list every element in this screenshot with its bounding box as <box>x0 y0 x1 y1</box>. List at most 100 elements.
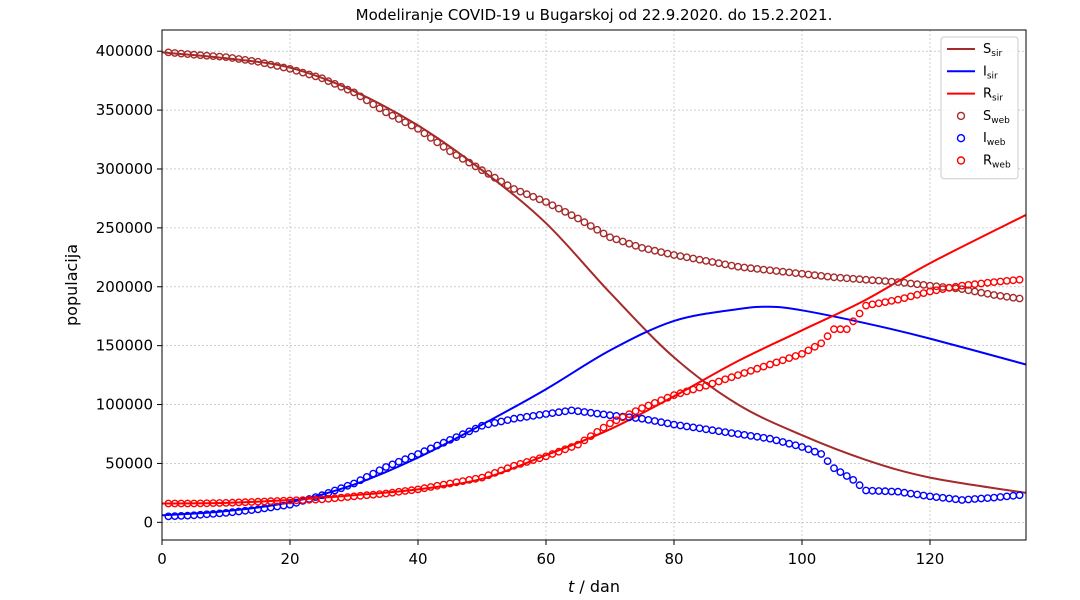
data-point-i-web <box>830 464 838 473</box>
data-point-i-web <box>746 431 755 440</box>
legend-label-i-web: Iweb <box>983 131 1006 148</box>
data-point-s-web <box>542 198 550 206</box>
data-point-s-web <box>638 243 646 252</box>
data-point-i-web <box>734 430 742 438</box>
data-point-s-web <box>1002 292 1011 301</box>
data-point-r-web <box>657 396 666 405</box>
data-point-s-web <box>734 262 742 271</box>
y-tick-label: 350000 <box>96 101 153 119</box>
data-point-r-web <box>606 419 614 428</box>
data-point-i-web <box>682 422 691 431</box>
y-tick-label: 200000 <box>96 278 153 296</box>
data-point-s-web <box>778 267 787 276</box>
data-point-i-web <box>842 472 851 480</box>
data-point-i-web <box>695 424 704 433</box>
data-point-i-web <box>318 491 326 500</box>
data-point-r-web <box>862 301 870 310</box>
data-point-r-web <box>625 410 634 419</box>
data-point-r-web <box>906 292 915 301</box>
data-point-r-web <box>478 473 486 482</box>
data-point-i-web <box>977 494 986 503</box>
data-point-r-web <box>350 492 358 501</box>
data-point-r-web <box>932 286 941 295</box>
data-point-i-web <box>721 428 730 436</box>
chart-title: Modeliranje COVID-19 u Bugarskoj od 22.9… <box>356 6 833 24</box>
data-point-i-web <box>657 418 666 427</box>
data-point-i-web <box>817 450 826 458</box>
data-point-r-web <box>746 366 755 375</box>
data-point-s-web <box>554 204 563 213</box>
data-point-i-web <box>791 441 800 450</box>
data-point-r-web <box>990 278 998 286</box>
data-point-i-web <box>574 407 582 416</box>
data-point-s-web <box>881 277 890 285</box>
data-point-i-web <box>772 436 781 445</box>
x-tick-label: 120 <box>916 550 945 568</box>
data-point-i-web <box>350 479 358 488</box>
data-point-i-web <box>868 486 877 495</box>
data-point-s-web <box>682 253 691 262</box>
data-point-r-web <box>612 416 621 425</box>
data-point-r-web <box>996 277 1005 286</box>
data-point-r-web <box>631 407 640 415</box>
data-point-s-web <box>337 82 346 91</box>
data-point-r-web <box>798 349 806 358</box>
data-point-r-web <box>778 356 787 365</box>
data-point-r-web <box>1002 276 1011 285</box>
data-point-s-web <box>484 169 493 178</box>
data-point-s-web <box>663 249 672 258</box>
data-point-i-web <box>727 429 736 437</box>
data-point-r-web <box>855 309 864 318</box>
y-tick-label: 100000 <box>96 396 153 414</box>
data-point-s-web <box>983 289 992 298</box>
data-point-s-web <box>766 266 774 275</box>
data-point-s-web <box>823 272 832 281</box>
data-point-i-web <box>407 452 416 461</box>
data-point-s-web <box>606 233 614 242</box>
data-point-i-web <box>798 443 806 451</box>
data-point-s-web <box>644 245 653 254</box>
data-point-r-web <box>490 468 499 477</box>
data-point-r-web <box>785 354 794 362</box>
data-point-r-web <box>970 280 979 289</box>
data-point-i-web <box>401 455 410 464</box>
data-point-i-web <box>330 486 339 495</box>
data-point-i-web <box>638 414 646 423</box>
data-point-s-web <box>836 273 845 282</box>
data-point-i-web <box>900 488 909 497</box>
data-point-i-web <box>497 417 506 426</box>
data-point-s-web <box>407 121 416 130</box>
data-point-r-web <box>900 294 909 302</box>
data-point-i-web <box>913 490 922 499</box>
data-point-r-web <box>983 278 992 287</box>
data-point-s-web <box>1009 293 1018 302</box>
data-point-i-web <box>951 495 960 504</box>
data-point-s-web <box>990 291 998 299</box>
legend-label-r-web: Rweb <box>983 154 1011 171</box>
data-point-s-web <box>919 280 928 289</box>
x-tick-label: 100 <box>788 550 817 568</box>
data-point-i-web <box>919 491 928 500</box>
data-point-i-web <box>894 487 902 496</box>
legend-marker-r-web <box>956 156 966 165</box>
data-point-s-web <box>330 80 339 88</box>
data-point-s-web <box>548 201 557 210</box>
data-point-s-web <box>625 239 634 248</box>
data-point-s-web <box>458 154 467 163</box>
data-point-i-web <box>446 435 454 444</box>
data-point-i-web <box>804 445 813 454</box>
data-point-s-web <box>388 111 397 120</box>
model-lines <box>162 51 1026 517</box>
y-tick-label: 0 <box>143 513 153 531</box>
y-tick-label: 300000 <box>96 160 153 178</box>
data-point-i-web <box>516 413 525 422</box>
legend-marker-s-web <box>956 111 966 121</box>
data-point-s-web <box>689 254 698 263</box>
data-point-s-web <box>855 275 864 284</box>
data-point-s-web <box>996 291 1005 300</box>
data-point-s-web <box>727 261 736 270</box>
data-point-s-web <box>426 133 435 142</box>
data-point-r-web <box>842 325 851 334</box>
data-point-s-web <box>420 129 429 138</box>
